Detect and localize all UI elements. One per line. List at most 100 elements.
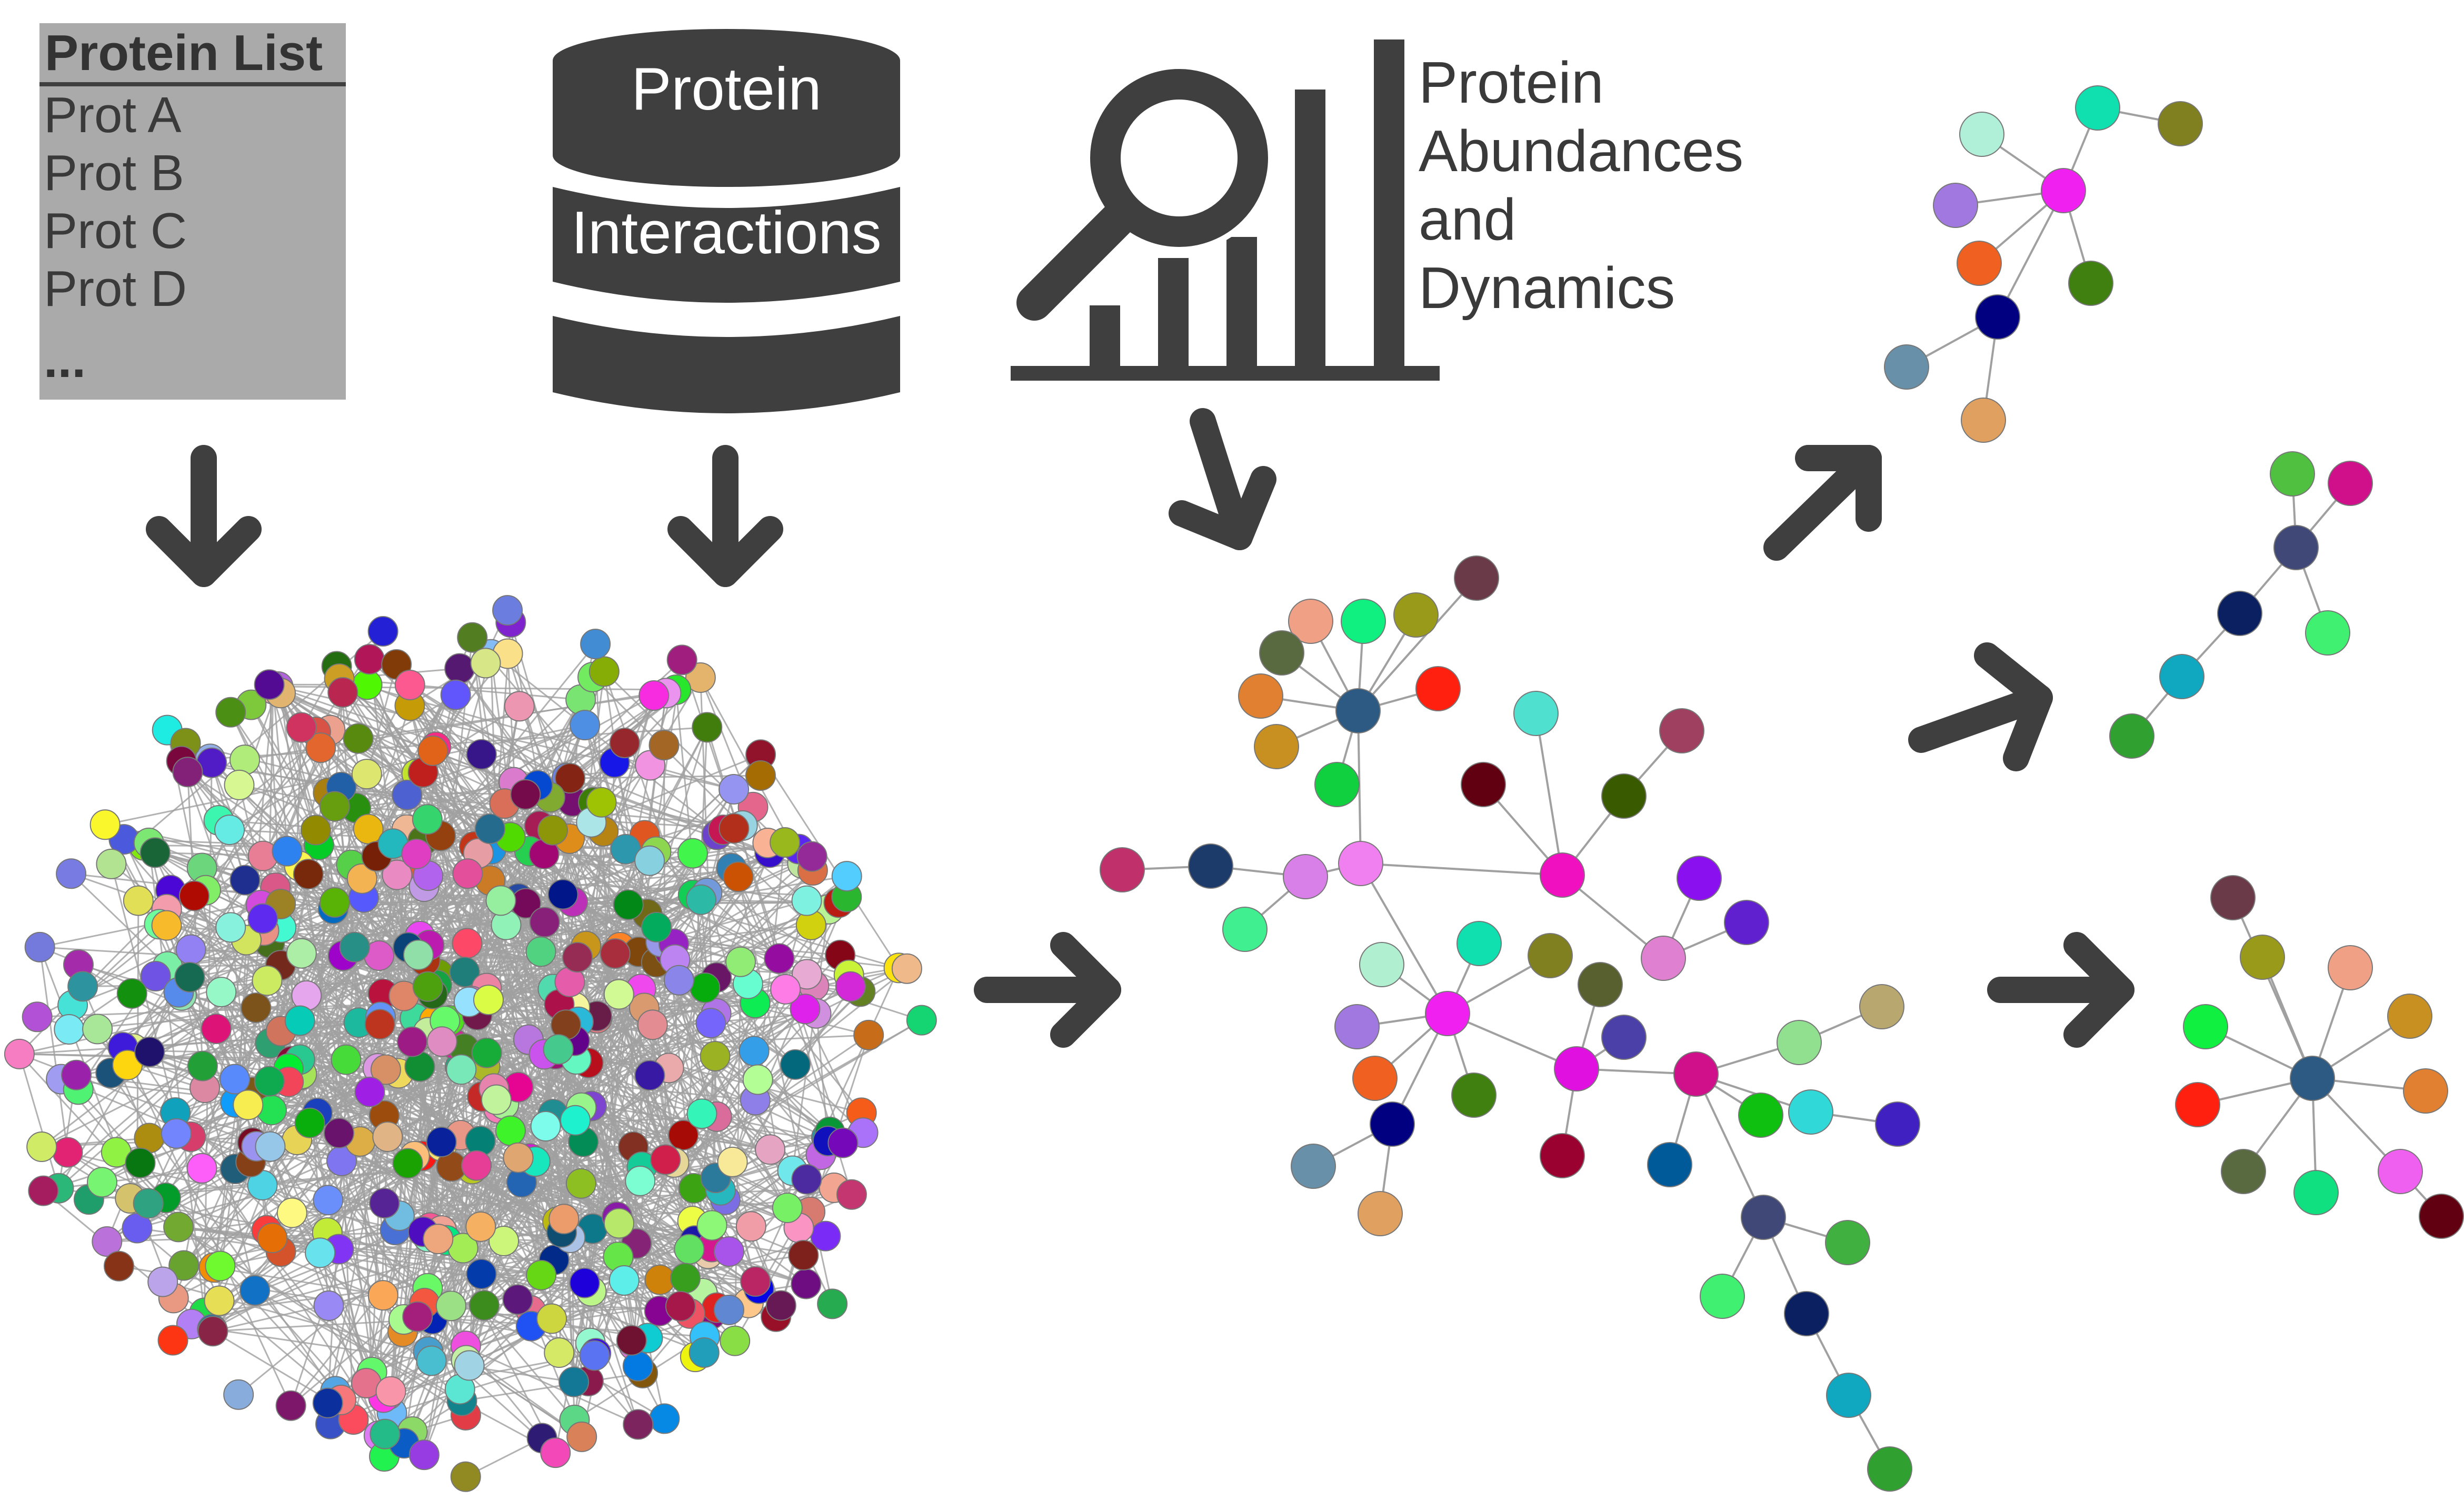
protein-node	[650, 1144, 681, 1175]
protein-list-divider	[39, 82, 346, 86]
protein-node	[686, 884, 717, 915]
protein-node	[343, 723, 374, 754]
protein-node	[331, 1044, 362, 1075]
protein-node	[603, 979, 634, 1010]
protein-node	[319, 791, 350, 822]
protein-node	[233, 1089, 264, 1120]
protein-node	[1259, 630, 1304, 676]
database-icon	[553, 29, 900, 413]
protein-list-item: Prot D	[44, 261, 187, 317]
protein-list-more: ...	[44, 332, 86, 388]
abundances-label-line1: Protein	[1419, 50, 1604, 115]
protein-node	[471, 1037, 502, 1068]
protein-node	[1826, 1373, 1871, 1418]
protein-node	[257, 1223, 288, 1254]
interaction-network-nodes	[4, 595, 937, 1492]
protein-node	[719, 813, 750, 844]
protein-node	[103, 1250, 134, 1282]
protein-node	[608, 1265, 640, 1296]
protein-node	[272, 836, 303, 867]
protein-node	[634, 845, 665, 876]
protein-node	[116, 978, 147, 1009]
protein-node	[1283, 854, 1328, 899]
protein-node	[613, 889, 644, 920]
protein-node	[570, 710, 601, 741]
protein-node	[392, 1148, 423, 1179]
protein-node	[294, 1107, 325, 1138]
protein-node	[125, 1147, 156, 1178]
network-edge	[1357, 577, 1478, 712]
protein-node	[392, 779, 423, 810]
protein-node	[327, 677, 358, 708]
protein-node	[254, 1066, 285, 1097]
protein-node	[2328, 461, 2373, 506]
protein-node	[473, 985, 504, 1016]
arrow-down-icon	[667, 445, 783, 587]
protein-node	[604, 1208, 635, 1239]
protein-node	[695, 1008, 726, 1039]
protein-node	[151, 910, 182, 941]
protein-node	[906, 1005, 937, 1036]
protein-node	[536, 1303, 567, 1334]
protein-node	[205, 1250, 236, 1282]
protein-node	[1641, 936, 1686, 981]
protein-node	[663, 965, 694, 996]
protein-node	[172, 757, 203, 788]
protein-node	[745, 760, 776, 791]
protein-node	[772, 1192, 803, 1223]
protein-node	[230, 865, 261, 896]
protein-node	[649, 1403, 680, 1434]
protein-node	[2305, 610, 2350, 656]
protein-node	[560, 1105, 591, 1136]
protein-node	[1859, 984, 1904, 1029]
protein-node	[61, 1059, 92, 1090]
protein-node	[1222, 907, 1268, 952]
protein-node	[1314, 762, 1360, 807]
protein-node	[241, 992, 272, 1023]
protein-node	[403, 939, 434, 970]
protein-node	[168, 1250, 199, 1281]
protein-node	[689, 1337, 720, 1368]
protein-node	[495, 1115, 526, 1146]
protein-node	[449, 957, 480, 988]
protein-node	[792, 959, 823, 990]
protein-node	[1784, 1291, 1829, 1336]
protein-node	[569, 1267, 600, 1298]
protein-node	[2419, 1194, 2464, 1239]
protein-node	[649, 730, 680, 761]
protein-node	[1867, 1446, 1912, 1492]
protein-node	[240, 1275, 271, 1306]
protein-node	[770, 974, 801, 1005]
protein-node	[56, 858, 87, 889]
protein-node	[2403, 1068, 2448, 1114]
protein-node	[375, 1376, 406, 1407]
protein-node	[435, 1290, 466, 1322]
protein-node	[461, 1150, 492, 1181]
protein-node	[677, 838, 708, 869]
protein-node	[82, 1014, 113, 1045]
protein-node	[1601, 1015, 1647, 1060]
protein-node	[1884, 344, 1929, 390]
protein-node	[588, 656, 620, 687]
protein-node	[220, 1064, 251, 1095]
protein-node	[426, 1126, 457, 1157]
protein-node	[324, 1117, 355, 1148]
arrow-right-icon	[974, 932, 1121, 1048]
protein-node	[224, 769, 255, 800]
protein-node	[692, 712, 723, 743]
protein-node	[402, 1301, 433, 1332]
protein-node	[637, 1009, 668, 1040]
network-edge	[732, 897, 847, 1163]
protein-node	[1975, 294, 2020, 340]
protein-node	[700, 1040, 731, 1071]
protein-node	[300, 815, 331, 846]
protein-node	[1647, 1142, 1692, 1187]
protein-node	[817, 1288, 848, 1319]
protein-node	[1825, 1220, 1870, 1265]
protein-node	[836, 1179, 867, 1210]
protein-node	[791, 1164, 822, 1195]
protein-node	[2293, 1170, 2339, 1215]
protein-node	[1673, 1051, 1719, 1097]
network-edge	[18, 1054, 59, 1189]
